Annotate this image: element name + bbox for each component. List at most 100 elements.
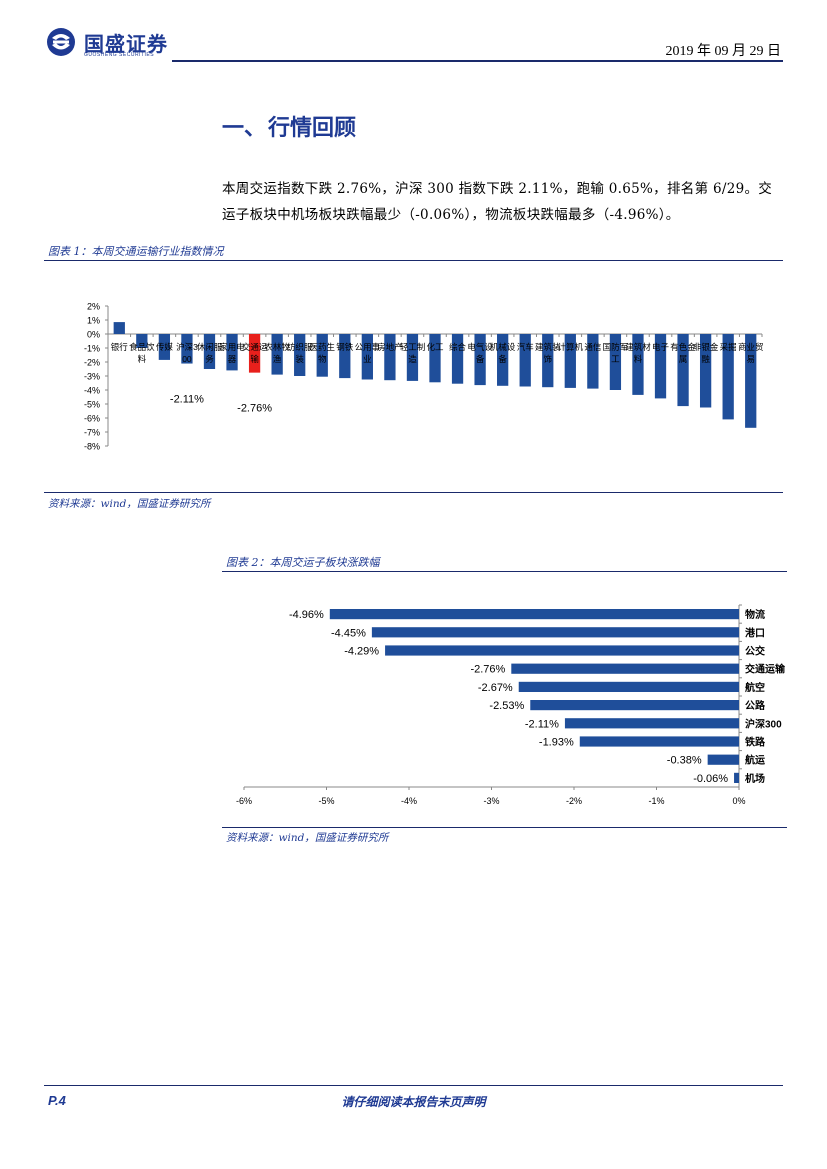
category-label: 航运 [745,754,765,767]
y-tick-label: -3% [84,372,100,382]
figure2-chart: -6% -5% -4% -3% -2% -1% 0% -4.96% 物流 -4.45% 港口 -4.2… [236,604,786,806]
x-category-label: 沪深3 00 [176,342,198,364]
bar-0 [329,609,739,620]
brand-sub: GUOSHENG SECURITIES [84,52,155,58]
brand-name: 国盛证券 [84,32,168,56]
y-tick-label: 1% [87,316,100,326]
data-label: -2.11% [525,718,559,730]
x-tick-label: -4% [401,796,417,806]
data-label: -4.29% [344,646,379,658]
figure2-source: 资料来源：wind，国盛证券研究所 [226,832,389,844]
bar-3 [511,663,739,674]
bar-5 [226,334,238,371]
bar-13 [406,334,419,381]
category-label: 公交 [745,645,765,658]
x-category-label: 化工 [426,342,444,352]
bar-9 [734,772,739,783]
bar-19 [542,334,554,388]
bar-8 [294,334,306,376]
x-category-label: 通信 [584,342,602,352]
y-tick-label: 0% [87,330,100,340]
category-label: 交通运输 [745,663,786,676]
x-tick-label: -5% [318,796,334,806]
company-logo [47,28,75,56]
x-tick-label: -2% [566,796,582,806]
data-label: -2.53% [489,700,524,712]
y-tick-label: -8% [84,442,100,452]
x-tick-label: -6% [236,796,252,806]
y-tick-label: -5% [84,400,100,410]
x-category-label: 建筑材料 [625,342,651,364]
bar-21 [587,334,599,389]
figure1-source: 资料来源：wind，国盛证券研究所 [48,498,211,510]
data-label: -2.76% [470,664,505,676]
bar-16 [474,334,486,386]
bar-8 [707,754,739,765]
category-label: 物流 [745,608,765,621]
x-category-label: 采掘 [720,342,737,352]
bar-23 [632,334,644,395]
data-label: -0.06% [693,773,728,785]
x-category-label: 纺织服装 [287,342,313,364]
bar-17 [497,334,509,386]
data-label: -2.76% [237,403,272,415]
bar-7 [271,334,283,375]
bar-9 [316,334,328,377]
bar-3 [181,334,193,364]
section-title-text: 行情回顾 [268,115,357,141]
bar-6 [564,718,739,729]
summary-paragraph: 本周交运指数下跌 2.76%，沪深 300 指数下跌 2.11%，跑输 0.65… [222,181,773,223]
data-label: -2.11% [170,394,204,406]
x-category-label: 房地产 [377,342,403,352]
x-category-label: 医药生物 [309,342,335,364]
x-category-label: 有色金属 [670,342,696,364]
x-category-label: 机械设备 [490,342,516,364]
bar-2 [385,645,739,656]
x-category-label: 食品饮料 [129,342,155,364]
bar-5 [530,700,739,711]
x-category-label: 汽车 [517,342,534,352]
y-tick-label: -4% [84,386,100,396]
x-category-label: 传媒 [156,342,174,352]
y-tick-label: -1% [84,344,100,354]
bar-6 [248,334,261,373]
header-divider [172,60,783,62]
category-label: 公路 [745,699,766,712]
bar-20 [564,334,576,388]
bar-2 [158,334,171,360]
section-number: 一、 [222,115,267,141]
bar-1 [136,334,148,348]
data-label: -4.96% [289,609,324,621]
bar-27 [722,334,734,420]
data-label: -0.38% [667,755,702,767]
x-category-label: 商业贸易 [738,342,764,364]
bar-25 [677,334,689,407]
bar-15 [451,334,464,384]
data-label: -2.67% [478,682,513,694]
x-tick-label: -3% [483,796,499,806]
x-category-label: 银行 [111,342,129,352]
y-tick-label: 2% [87,302,100,312]
x-category-label: 公用事业 [355,342,381,364]
category-label: 港口 [745,626,765,639]
figure1-top-rule [44,260,783,261]
bar-4 [203,334,216,369]
x-category-label: 电气设备 [467,342,493,364]
bar-12 [384,334,396,381]
x-category-label: 轻工制造 [400,342,426,364]
footer-divider [44,1085,783,1086]
footer-disclaimer: 请仔细阅读本报告末页声明 [341,1095,486,1109]
x-category-label: 计算机 [558,342,584,352]
y-tick-label: -6% [84,414,100,424]
x-category-label: 非银金融 [693,342,719,364]
category-label: 铁路 [745,736,766,749]
figure2-bottom-rule [222,827,787,828]
x-category-label: 交通运输 [242,342,268,364]
x-category-label: 农林牧渔 [264,342,290,364]
bar-28 [745,334,757,428]
figure2-title: 图表 2：本周交运子板块涨跌幅 [226,556,380,569]
x-category-label: 钢铁 [336,342,354,352]
x-tick-label: 0% [732,796,745,806]
figure1-bottom-rule [44,492,783,493]
